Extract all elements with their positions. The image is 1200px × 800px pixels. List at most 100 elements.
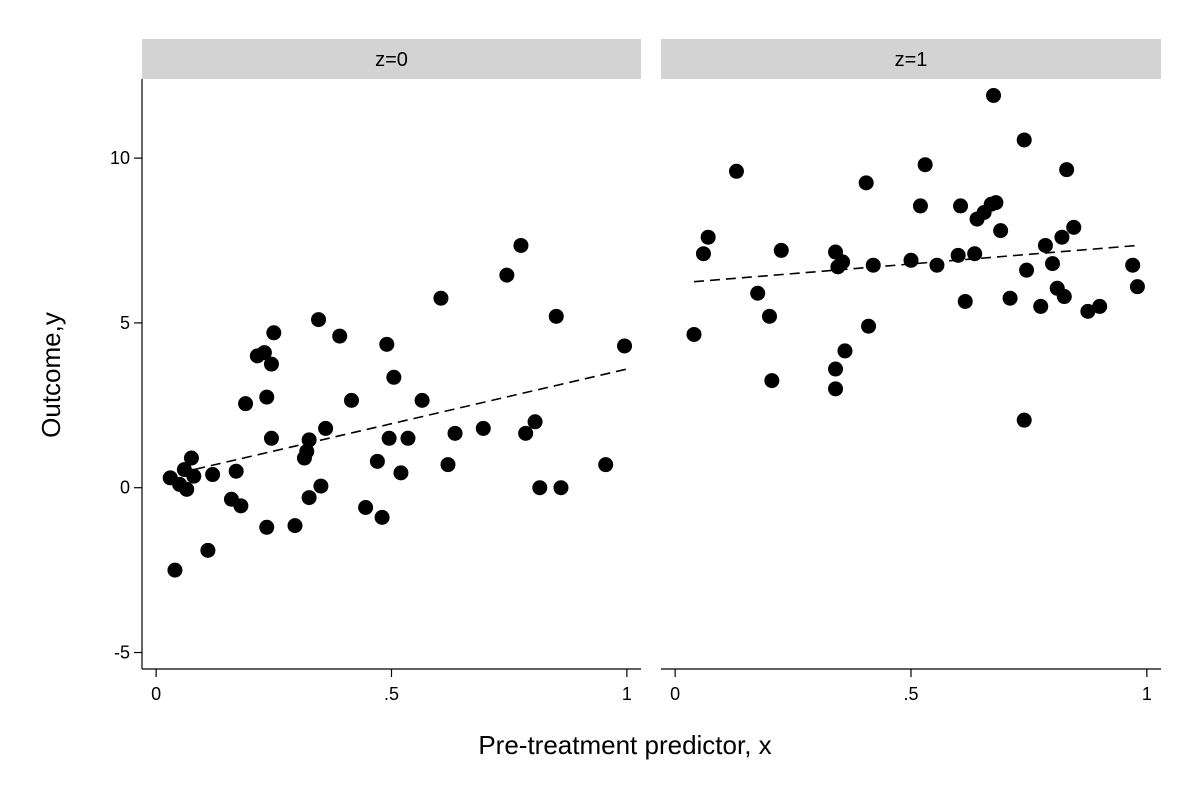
data-point [440, 457, 456, 473]
data-point [386, 369, 402, 385]
data-point [1016, 412, 1032, 428]
data-point [1129, 279, 1145, 295]
data-point [393, 465, 409, 481]
y-axis-title: Outcome,y [36, 312, 66, 438]
data-point [358, 499, 374, 515]
data-point [903, 252, 919, 268]
data-point [1016, 132, 1032, 148]
data-point [865, 257, 881, 273]
data-point [917, 157, 933, 173]
data-point [1080, 303, 1096, 319]
data-point [233, 498, 249, 514]
data-point [1037, 237, 1053, 253]
data-point [259, 519, 275, 535]
data-point [553, 480, 569, 496]
data-point [988, 195, 1004, 211]
data-point [381, 430, 397, 446]
data-point [929, 257, 945, 273]
y-tick-label: 5 [120, 313, 130, 333]
data-point [263, 430, 279, 446]
data-point [986, 87, 1002, 103]
data-point [414, 392, 430, 408]
data-point [957, 293, 973, 309]
data-point [205, 467, 221, 483]
fit-line [693, 244, 1138, 283]
data-point [343, 392, 359, 408]
panel-z0: z=0 [142, 39, 641, 79]
data-point [167, 562, 183, 578]
x-tick-label: 1 [1142, 684, 1152, 704]
data-point [475, 420, 491, 436]
data-point [266, 325, 282, 341]
x-tick-label: .5 [903, 684, 918, 704]
data-point [332, 328, 348, 344]
data-point [598, 457, 614, 473]
data-point [993, 223, 1009, 239]
data-point [700, 229, 716, 245]
panel-strip [142, 39, 641, 79]
data-point [950, 247, 966, 263]
data-point [318, 420, 334, 436]
data-point [499, 267, 515, 283]
data-point [301, 432, 317, 448]
data-point [728, 163, 744, 179]
data-point [764, 373, 780, 389]
data-point [518, 425, 534, 441]
data-point [967, 246, 983, 262]
panel-strip [661, 39, 1161, 79]
data-point [773, 242, 789, 258]
data-point [447, 425, 463, 441]
data-point [858, 175, 874, 191]
data-point [750, 285, 766, 301]
data-point [287, 518, 303, 534]
data-point [761, 308, 777, 324]
marks-layer [162, 87, 1145, 578]
data-point [828, 381, 844, 397]
panel-label: z=1 [895, 49, 928, 71]
data-point [1019, 262, 1035, 278]
data-point [532, 480, 548, 496]
data-point [513, 237, 529, 253]
y-tick-label: -5 [114, 643, 130, 663]
data-point [837, 343, 853, 359]
data-point [379, 336, 395, 352]
data-point [1066, 219, 1082, 235]
data-point [686, 326, 702, 342]
data-point [527, 414, 543, 430]
fit-line [179, 368, 628, 474]
data-point [1056, 289, 1072, 305]
data-point [953, 198, 969, 214]
data-point [200, 542, 216, 558]
data-point [238, 396, 254, 412]
y-tick-label: 10 [110, 148, 130, 168]
x-axis-title: Pre-treatment predictor, x [478, 730, 771, 760]
data-point [263, 356, 279, 372]
data-point [912, 198, 928, 214]
data-point [1125, 257, 1141, 273]
data-point [1002, 290, 1018, 306]
data-point [313, 478, 329, 494]
data-point [1033, 298, 1049, 314]
data-point [256, 345, 272, 361]
data-point [311, 312, 327, 328]
data-point [228, 463, 244, 479]
data-point [179, 481, 195, 497]
data-point [433, 290, 449, 306]
data-point [1054, 229, 1070, 245]
panel-z1: z=1 [661, 39, 1161, 79]
data-point [259, 389, 275, 405]
data-point [1092, 298, 1108, 314]
data-point [400, 430, 416, 446]
data-point [374, 509, 390, 525]
x-tick-label: 1 [622, 684, 632, 704]
data-point [186, 468, 202, 484]
data-point [548, 308, 564, 324]
x-tick-label: .5 [384, 684, 399, 704]
data-point [1059, 162, 1075, 178]
data-point [828, 361, 844, 377]
data-point [835, 254, 851, 270]
data-point [1045, 256, 1061, 272]
data-point [617, 338, 633, 354]
